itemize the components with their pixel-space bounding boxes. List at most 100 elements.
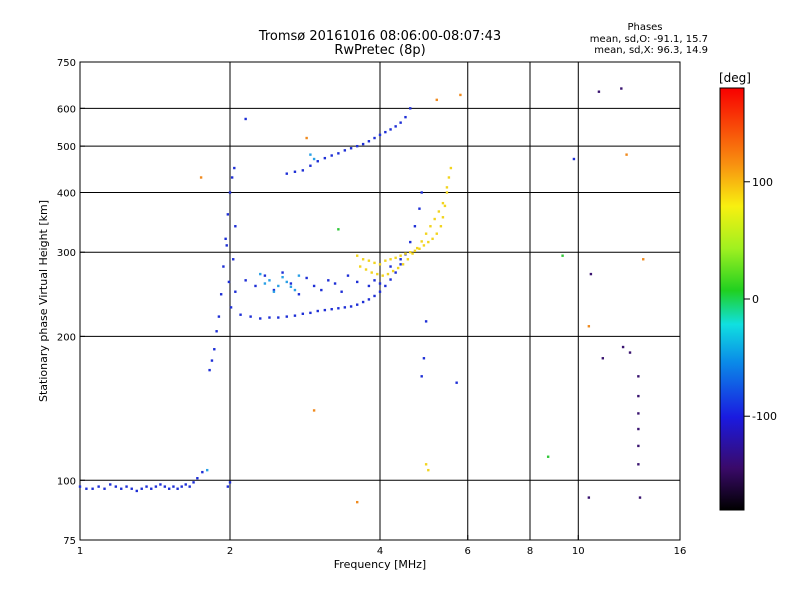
colorbar-ticks: 100 0 -100 <box>744 176 777 423</box>
data-point <box>103 487 106 490</box>
data-point <box>159 483 162 486</box>
data-point <box>254 284 257 288</box>
data-point <box>638 496 642 499</box>
data-point <box>167 487 171 490</box>
data-point <box>285 280 288 284</box>
data-point <box>180 485 183 488</box>
data-point <box>263 282 267 285</box>
data-point <box>268 316 271 319</box>
data-point <box>420 375 423 378</box>
data-point <box>361 300 365 304</box>
data-point <box>343 149 347 152</box>
x-tick-label: 6 <box>465 546 471 557</box>
y-tick-label: 400 <box>57 188 76 199</box>
data-point <box>285 315 288 318</box>
data-point <box>445 191 449 194</box>
data-point <box>404 115 407 119</box>
data-point <box>349 147 353 150</box>
data-point <box>561 254 564 257</box>
data-point <box>192 481 195 484</box>
data-point <box>309 153 312 156</box>
data-point <box>394 271 397 274</box>
data-point <box>367 259 371 262</box>
data-point <box>234 290 237 293</box>
y-tick-label: 500 <box>57 142 76 153</box>
data-point <box>572 157 576 161</box>
chart-title: Tromsø 20161016 08:06:00-08:07:43 <box>258 29 501 44</box>
data-point <box>642 258 645 261</box>
data-point <box>289 282 293 285</box>
data-point <box>150 487 153 490</box>
data-point <box>441 201 445 205</box>
data-point <box>249 315 252 318</box>
data-point <box>373 136 376 140</box>
data-point <box>637 463 640 466</box>
data-point <box>396 266 400 270</box>
data-point <box>337 307 340 310</box>
data-point <box>625 153 628 156</box>
data-point <box>97 485 100 488</box>
data-point <box>409 107 412 110</box>
data-point <box>443 204 447 208</box>
data-point <box>135 489 138 493</box>
data-point <box>272 288 276 292</box>
data-point <box>418 207 421 210</box>
data-point <box>394 256 397 260</box>
data-point <box>384 259 387 262</box>
grid-lines <box>80 62 680 540</box>
data-point <box>399 258 402 261</box>
data-point <box>370 271 373 274</box>
x-tick-label: 4 <box>377 546 383 557</box>
data-point <box>277 316 280 319</box>
data-point <box>228 191 232 194</box>
data-point <box>441 216 445 219</box>
data-point <box>399 121 402 124</box>
data-point <box>343 306 347 309</box>
data-point <box>455 381 458 384</box>
colorbar <box>719 87 745 511</box>
data-point <box>376 272 379 276</box>
x-tick-label: 2 <box>227 546 233 557</box>
data-point <box>361 142 365 146</box>
data-point <box>259 317 262 320</box>
data-point <box>401 263 405 266</box>
data-point <box>309 311 312 315</box>
data-point <box>215 330 218 333</box>
x-axis-ticks: 1 2 4 6 8 10 16 <box>77 535 686 557</box>
x-tick-label: 10 <box>572 546 585 557</box>
data-point <box>413 249 417 253</box>
data-point <box>201 470 204 474</box>
data-point <box>418 247 421 250</box>
data-point <box>355 144 359 148</box>
data-point <box>355 280 359 284</box>
colorbar-tick-label: 0 <box>752 293 759 306</box>
data-point <box>109 483 112 486</box>
y-tick-label: 75 <box>63 536 76 547</box>
data-point <box>224 237 227 241</box>
data-point <box>437 210 441 213</box>
data-point <box>587 325 591 328</box>
data-point <box>259 272 262 276</box>
data-point <box>228 481 232 484</box>
data-point <box>272 290 276 293</box>
data-point <box>546 455 550 458</box>
data-point <box>130 487 133 490</box>
data-point <box>597 90 601 93</box>
data-point <box>337 152 340 155</box>
y-axis-ticks: 75 100 200 300 400 500 600 750 <box>57 58 85 547</box>
data-point <box>378 290 382 293</box>
data-point <box>305 136 308 140</box>
data-point <box>378 133 382 137</box>
data-point <box>309 164 312 167</box>
data-point <box>230 176 234 179</box>
data-point <box>364 268 368 271</box>
data-point <box>409 251 412 254</box>
data-point <box>621 345 625 349</box>
data-point <box>337 228 340 231</box>
data-point <box>355 303 359 306</box>
data-point <box>459 93 462 97</box>
data-point <box>163 485 167 488</box>
echo-points <box>78 87 645 504</box>
data-point <box>219 293 223 296</box>
